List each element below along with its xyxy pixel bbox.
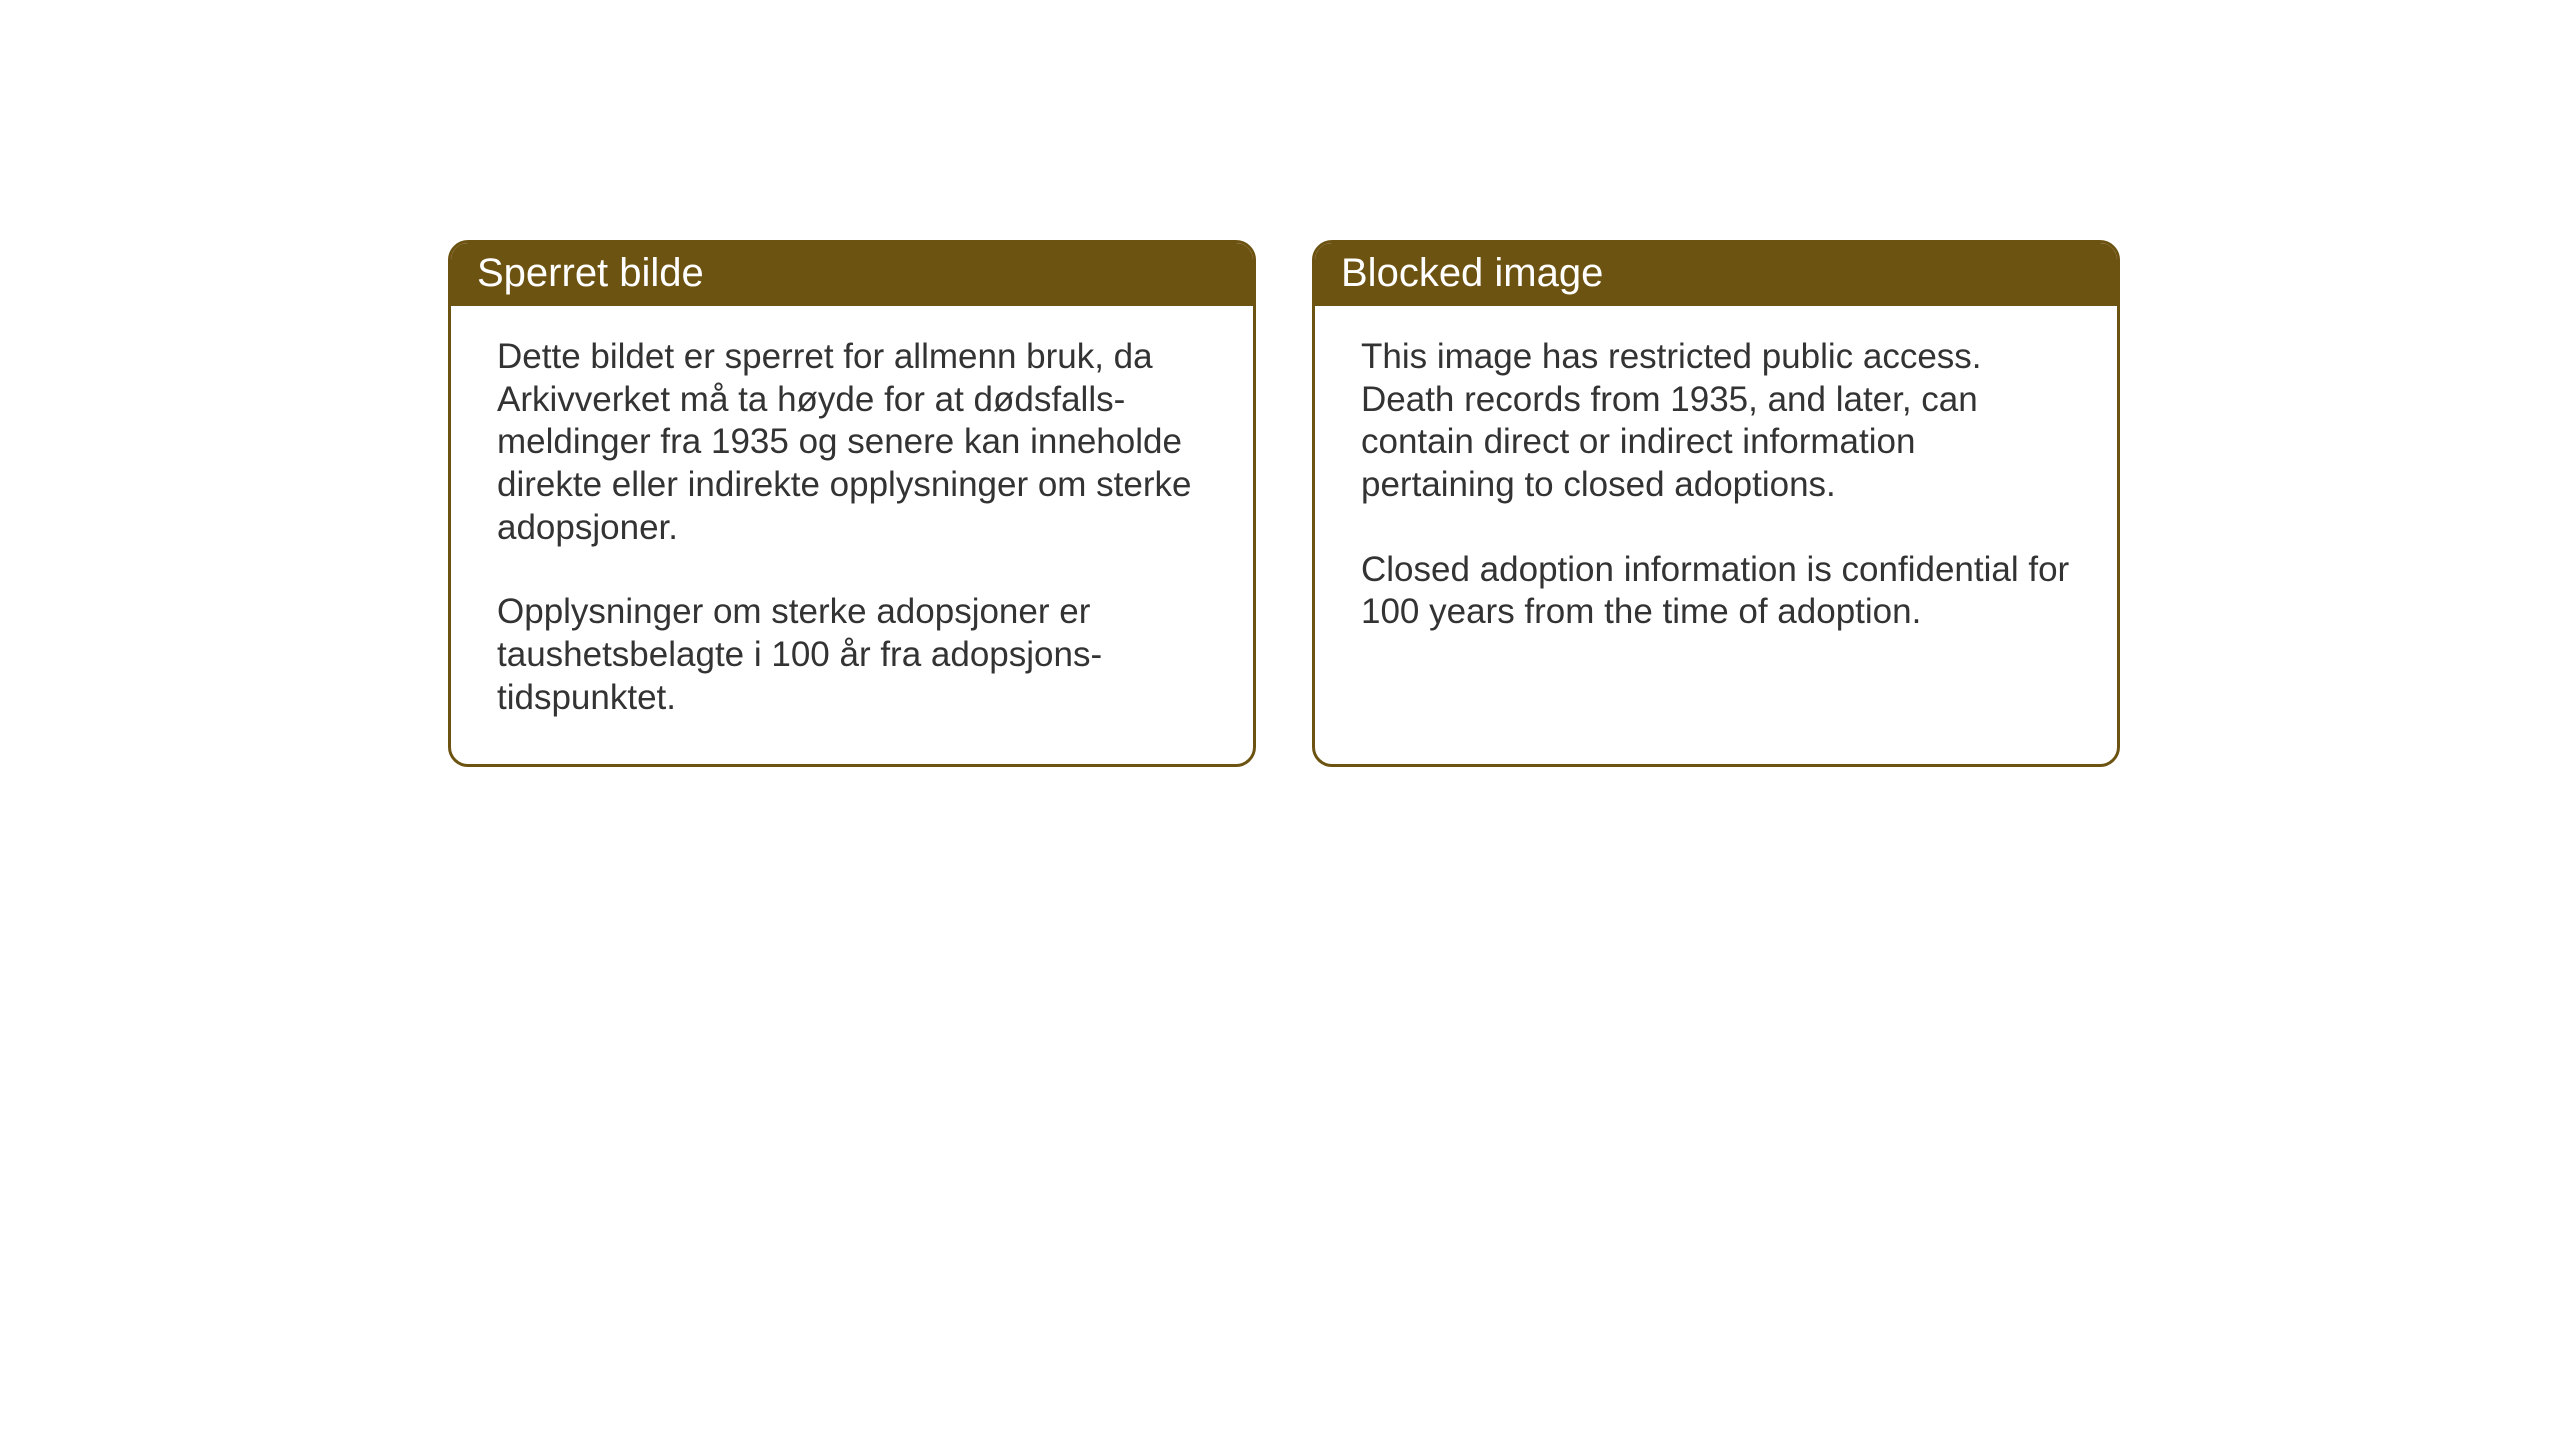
notice-card-norwegian: Sperret bilde Dette bildet er sperret fo… bbox=[448, 240, 1256, 767]
card-body-english: This image has restricted public access.… bbox=[1315, 306, 2117, 678]
card-header-norwegian: Sperret bilde bbox=[451, 243, 1253, 306]
notice-container: Sperret bilde Dette bildet er sperret fo… bbox=[448, 240, 2120, 767]
notice-text-english-p1: This image has restricted public access.… bbox=[1361, 336, 2071, 507]
notice-text-norwegian-p2: Opplysninger om sterke adopsjoner er tau… bbox=[497, 591, 1207, 719]
card-body-norwegian: Dette bildet er sperret for allmenn bruk… bbox=[451, 306, 1253, 764]
notice-text-norwegian-p1: Dette bildet er sperret for allmenn bruk… bbox=[497, 336, 1207, 549]
card-header-english: Blocked image bbox=[1315, 243, 2117, 306]
notice-card-english: Blocked image This image has restricted … bbox=[1312, 240, 2120, 767]
notice-text-english-p2: Closed adoption information is confident… bbox=[1361, 549, 2071, 634]
